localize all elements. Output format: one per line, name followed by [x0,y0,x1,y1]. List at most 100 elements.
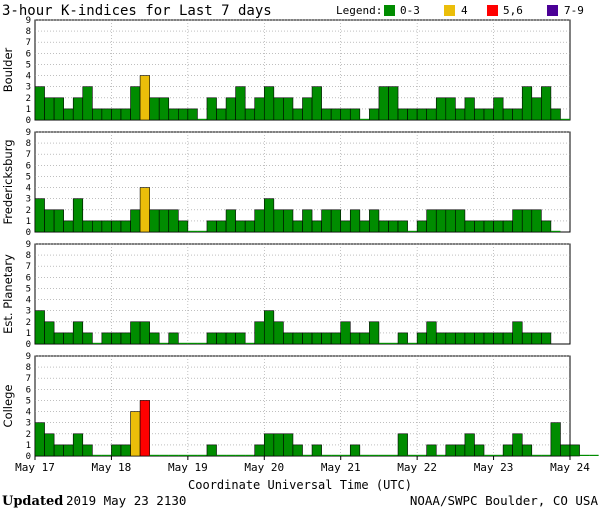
y-tick-label: 4 [26,408,31,418]
k-bar [483,220,494,233]
k-bar [397,108,408,121]
k-bar [445,332,456,345]
k-bar [321,332,332,345]
k-bar [120,220,131,233]
k-bar [541,332,552,345]
legend-label-storm: 5,6 [503,4,523,17]
k-bar [445,97,456,121]
k-bar [302,332,313,345]
x-axis-title: Coordinate Universal Time (UTC) [188,478,412,492]
k-bar [349,209,361,233]
k-bar [245,454,255,456]
station-label: Fredericksburg [1,139,15,224]
k-bar [149,209,160,233]
k-bar [397,433,408,457]
k-bar [273,209,284,233]
k-bar [111,108,122,121]
y-tick-label: 0 [26,452,31,462]
k-bar [407,108,418,121]
k-bar [178,454,188,456]
y-tick-label: 5 [26,60,31,70]
k-bar [464,97,475,121]
legend-swatch-active [444,5,455,16]
k-bar [435,97,447,121]
k-bar [426,108,437,121]
k-bar [263,433,275,457]
k-bar [416,332,427,345]
k-bar [388,220,399,233]
k-bar [72,198,84,233]
k-bar [349,444,361,457]
k-bar [302,97,313,121]
k-bar [139,400,150,457]
k-bar [311,220,322,233]
k-bar [235,86,246,121]
k-bar [72,433,84,457]
k-bar [321,209,332,233]
k-bar [273,433,284,457]
k-bar [63,444,74,457]
k-bar [225,97,236,121]
k-bar [149,454,160,456]
x-tick-label: May 22 [397,461,437,474]
k-bar [111,444,122,457]
k-bar [235,332,246,345]
k-bar [531,454,542,456]
k-bar [426,321,437,345]
k-bar [493,454,504,456]
k-bar [455,108,466,121]
legend-label-quiet: 0-3 [400,4,420,17]
k-bar [34,86,45,121]
y-tick-label: 1 [26,217,31,227]
k-bar [589,454,599,456]
k-bar [340,321,351,345]
legend-swatch-storm [487,5,498,16]
k-bar [82,332,93,345]
y-tick-label: 3 [26,419,31,429]
x-tick-label: May 23 [474,461,514,474]
k-bar [197,118,207,120]
k-bar [378,454,389,456]
k-bar [263,86,275,121]
k-bar [168,209,179,233]
y-tick-label: 6 [26,49,31,59]
k-bar [263,310,275,345]
k-bar [292,444,303,457]
k-bar [321,108,332,121]
k-bar [63,108,74,121]
k-bar [369,321,380,345]
k-bar [63,332,74,345]
k-bar [311,444,322,457]
k-bar [416,220,427,233]
k-bar [244,108,256,121]
legend-label: Legend: [336,4,382,17]
k-bar [388,86,399,121]
k-bar [216,332,227,345]
k-bar [245,342,255,344]
k-bar [53,332,64,345]
k-bar [330,209,342,233]
y-tick-label: 5 [26,284,31,294]
y-tick-label: 0 [26,340,31,350]
y-tick-label: 4 [26,296,31,306]
k-bar [72,97,84,121]
k-bar [474,108,485,121]
k-bar [159,454,169,456]
k-bar [101,108,112,121]
k-bar [397,332,408,345]
y-tick-label: 1 [26,441,31,451]
k-bar [407,230,418,232]
legend-label-severe: 7-9 [564,4,584,17]
k-bar [455,332,466,345]
k-bar [101,332,112,345]
k-bar [474,444,485,457]
y-tick-label: 1 [26,329,31,339]
k-bar [541,220,552,233]
k-bar [512,108,523,121]
k-bar [235,454,246,456]
x-tick-label: May 18 [92,461,132,474]
y-tick-label: 3 [26,195,31,205]
y-tick-label: 5 [26,172,31,182]
